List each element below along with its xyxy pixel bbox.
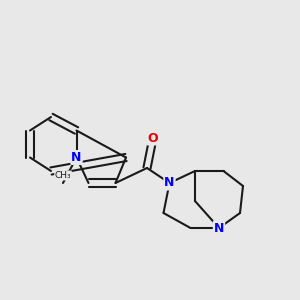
Text: N: N (71, 151, 82, 164)
Text: O: O (148, 131, 158, 145)
Text: CH₃: CH₃ (55, 171, 71, 180)
Text: N: N (164, 176, 175, 190)
Text: N: N (214, 221, 224, 235)
